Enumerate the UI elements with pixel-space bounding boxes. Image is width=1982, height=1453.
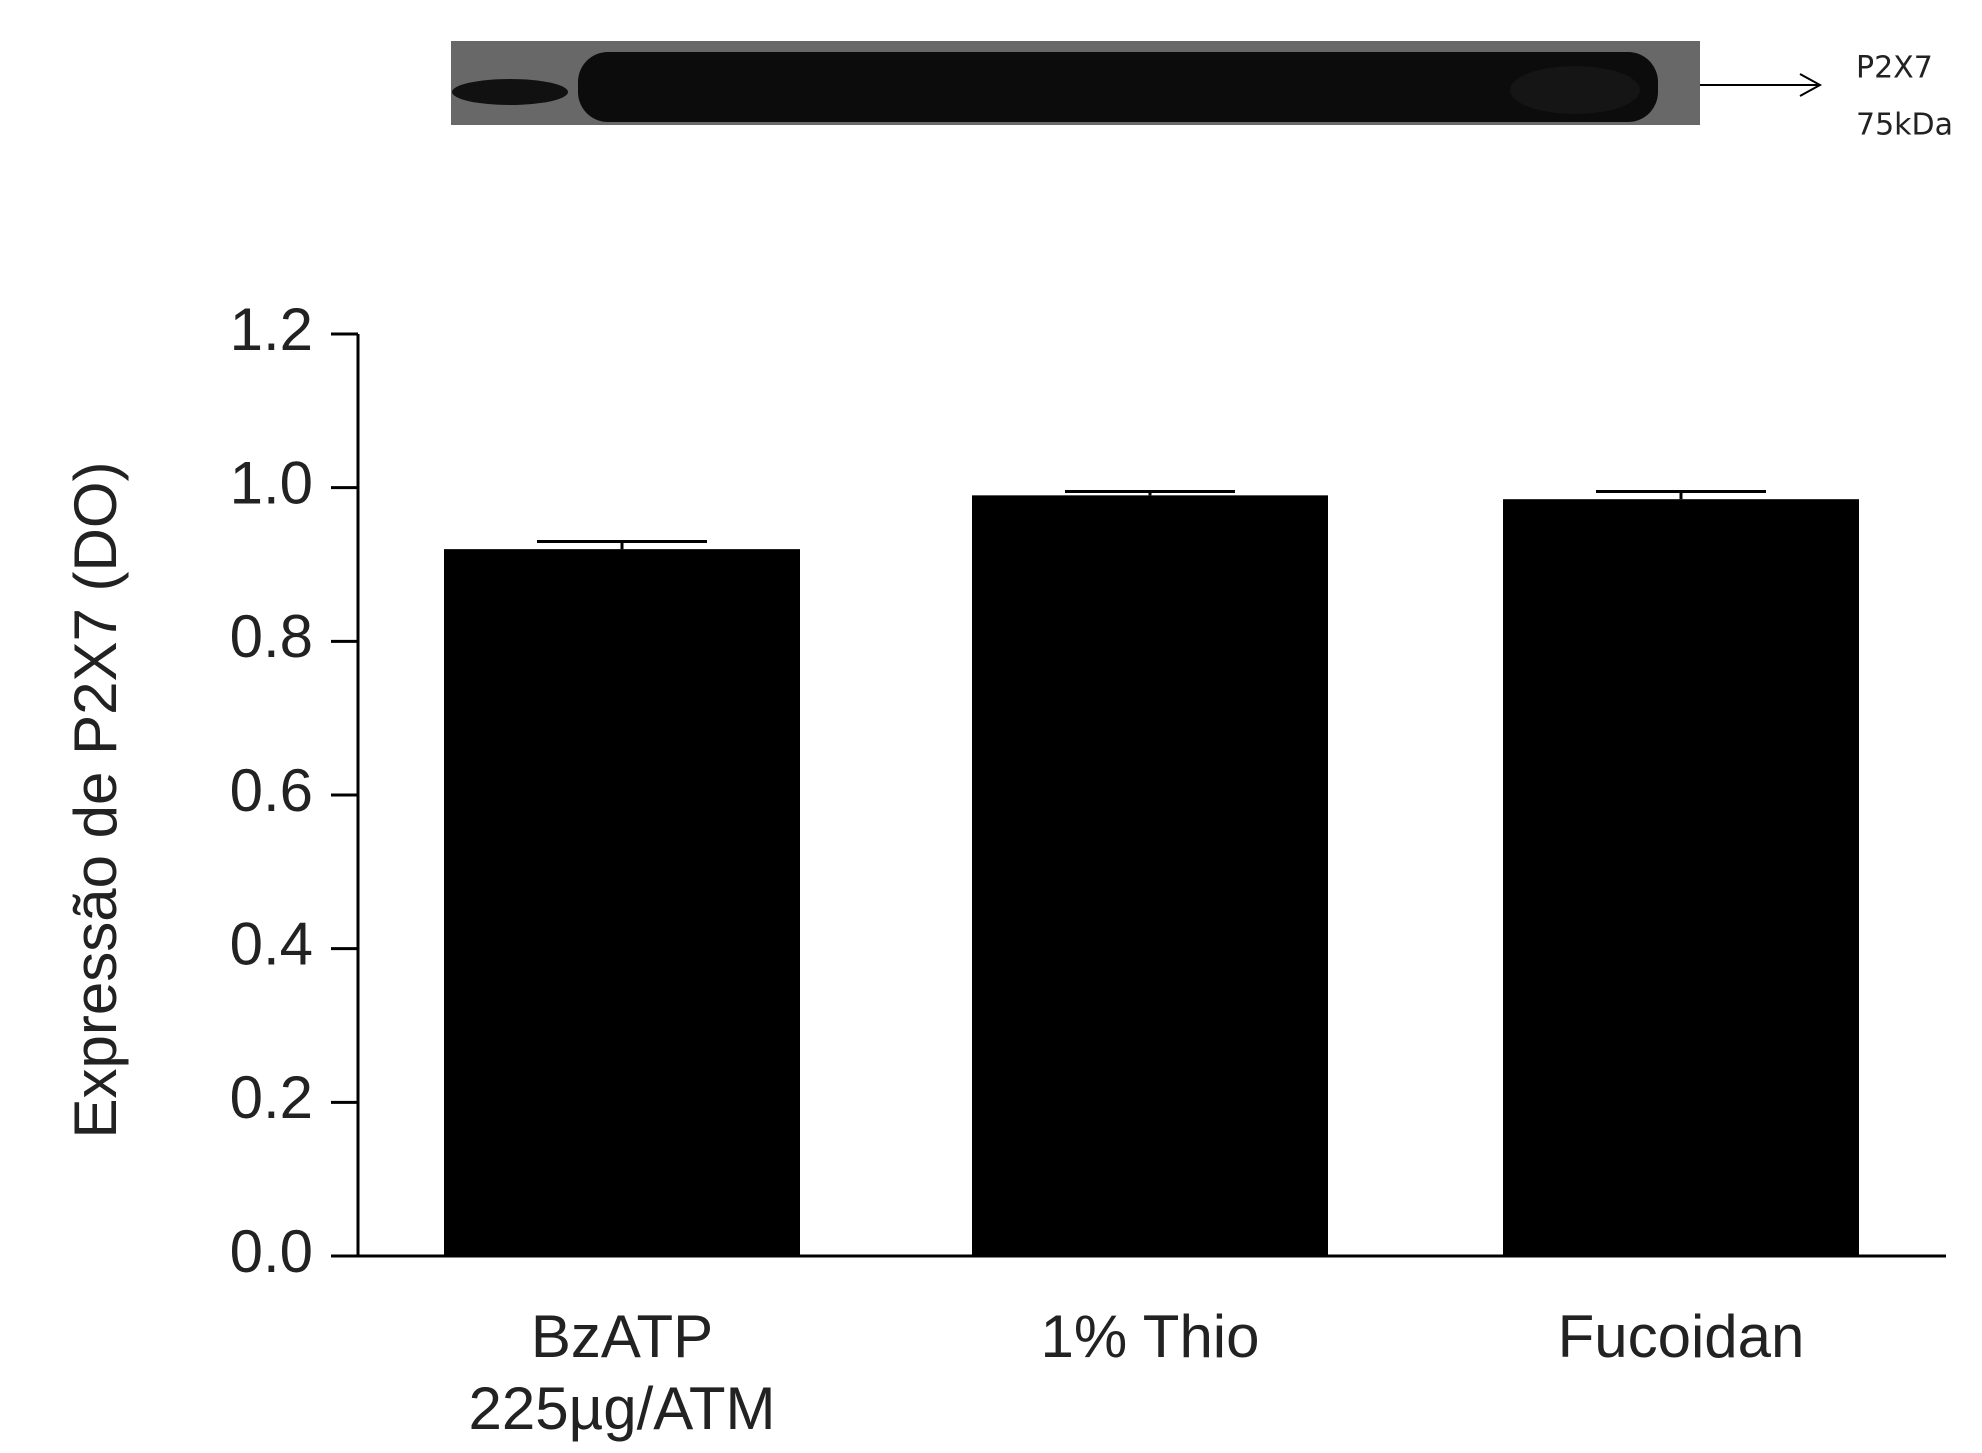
blot-label: P2X7	[1856, 51, 1933, 86]
bar	[444, 549, 800, 1256]
bar	[972, 495, 1328, 1256]
y-tick-label: 0.0	[230, 1218, 313, 1285]
western-blot	[451, 41, 1700, 125]
y-tick-label: 0.8	[230, 603, 313, 670]
error-bar	[1596, 492, 1766, 500]
error-bar	[537, 541, 707, 549]
y-tick-label: 1.0	[230, 450, 313, 517]
blot-label: 75kDa	[1856, 108, 1953, 143]
y-tick-label: 0.2	[230, 1064, 313, 1131]
error-bar	[1065, 492, 1235, 496]
y-tick-label: 0.6	[230, 757, 313, 824]
page: P2X7 75kDa Expressão de P2X7 (DO) 0.0 0.2…	[0, 0, 1982, 1453]
x-tick-label: Fucoidan	[1471, 1301, 1891, 1373]
x-tick-label: 1% Thio	[940, 1301, 1360, 1373]
bar	[1503, 499, 1859, 1256]
x-tick-label: BzATP 225µg/ATM	[457, 1301, 787, 1445]
y-tick-label: 0.4	[230, 911, 313, 978]
chart: P2X7 75kDa Expressão de P2X7 (DO) 0.0 0.2…	[0, 0, 1982, 1453]
y-axis-label: Expressão de P2X7 (DO)	[62, 462, 129, 1139]
y-tick-label: 1.2	[230, 296, 313, 363]
